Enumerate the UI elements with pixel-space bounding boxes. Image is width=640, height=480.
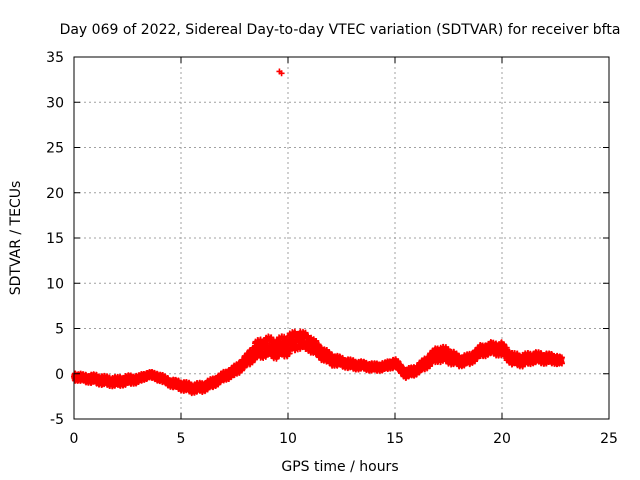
x-tick-label: 0	[70, 431, 79, 447]
y-tick-label: 30	[46, 95, 64, 111]
x-axis-label: GPS time / hours	[281, 459, 398, 475]
y-tick-label: 25	[46, 141, 64, 157]
y-tick-labels: -5 0 5 10 15 20 25 30 35	[46, 50, 64, 428]
y-tick-label: 5	[55, 322, 64, 338]
x-tick-label: 10	[279, 431, 297, 447]
y-tick-label: -5	[50, 412, 64, 428]
data-points	[71, 68, 565, 397]
grid	[74, 57, 609, 419]
data-point	[558, 354, 565, 361]
x-tick-labels: 0 5 10 15 20 25	[70, 431, 618, 447]
x-tick-label: 15	[386, 431, 404, 447]
y-tick-label: 0	[55, 367, 64, 383]
y-tick-label: 35	[46, 50, 64, 66]
data-point	[278, 70, 285, 77]
x-tick-label: 5	[177, 431, 186, 447]
chart-title: Day 069 of 2022, Sidereal Day-to-day VTE…	[60, 22, 621, 38]
x-tick-label: 25	[600, 431, 618, 447]
tick-marks	[73, 56, 610, 420]
y-tick-label: 10	[46, 276, 64, 292]
y-tick-label: 20	[46, 186, 64, 202]
data-point	[558, 360, 565, 367]
y-tick-label: 15	[46, 231, 64, 247]
x-tick-label: 20	[493, 431, 511, 447]
y-axis-label: SDTVAR / TECUs	[8, 181, 24, 296]
